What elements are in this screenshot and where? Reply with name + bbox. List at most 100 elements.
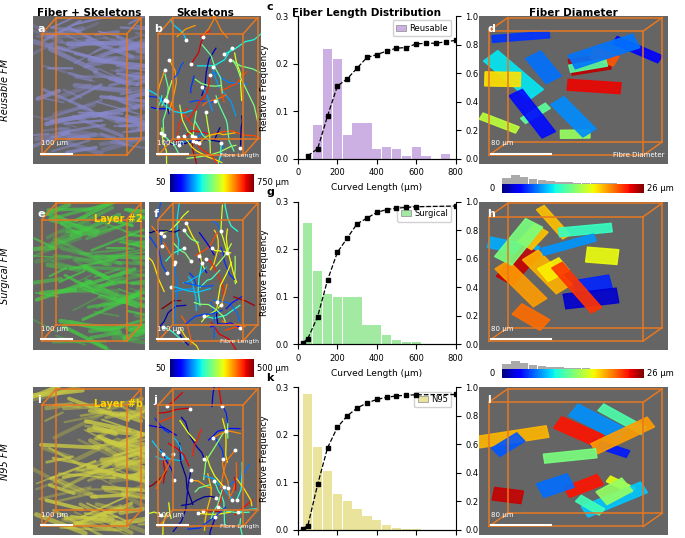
Polygon shape bbox=[509, 89, 556, 138]
Bar bbox=[342, 501, 352, 530]
Bar bbox=[582, 183, 590, 184]
Polygon shape bbox=[612, 37, 662, 63]
Polygon shape bbox=[560, 130, 590, 138]
Bar bbox=[502, 364, 511, 370]
Polygon shape bbox=[575, 495, 605, 515]
Polygon shape bbox=[569, 59, 608, 72]
Bar bbox=[362, 123, 371, 159]
Bar bbox=[352, 123, 362, 159]
Bar bbox=[372, 325, 382, 344]
Polygon shape bbox=[553, 416, 603, 447]
Y-axis label: Cumulative Frequency: Cumulative Frequency bbox=[484, 408, 493, 509]
Bar bbox=[362, 516, 371, 530]
Text: l: l bbox=[487, 395, 490, 405]
Text: 50: 50 bbox=[155, 364, 166, 373]
Text: Fiber Length Distribution: Fiber Length Distribution bbox=[292, 8, 441, 18]
Y-axis label: Relative Frequency: Relative Frequency bbox=[260, 44, 269, 131]
Bar bbox=[412, 529, 421, 530]
Polygon shape bbox=[477, 426, 549, 448]
Polygon shape bbox=[521, 103, 550, 124]
Polygon shape bbox=[525, 51, 561, 84]
Bar bbox=[502, 178, 511, 184]
Bar bbox=[511, 361, 519, 370]
Polygon shape bbox=[558, 223, 612, 237]
Text: Layer #b: Layer #b bbox=[95, 399, 143, 409]
Polygon shape bbox=[598, 404, 647, 434]
X-axis label: Curved Length (μm): Curved Length (μm) bbox=[331, 183, 423, 192]
Polygon shape bbox=[551, 96, 596, 137]
Bar bbox=[392, 149, 401, 159]
Text: 50: 50 bbox=[155, 179, 166, 187]
Text: Layer #2: Layer #2 bbox=[95, 214, 143, 224]
Bar bbox=[520, 363, 528, 370]
Bar bbox=[421, 157, 431, 159]
Polygon shape bbox=[518, 224, 548, 250]
Bar bbox=[538, 366, 546, 370]
Polygon shape bbox=[495, 218, 543, 265]
Text: Fiber + Skeletons: Fiber + Skeletons bbox=[36, 8, 141, 18]
Bar bbox=[313, 271, 323, 344]
Text: 80 μm: 80 μm bbox=[490, 326, 513, 332]
Polygon shape bbox=[484, 51, 543, 100]
Text: 100 μm: 100 μm bbox=[157, 140, 184, 146]
Bar bbox=[401, 157, 411, 159]
Text: Fiber Diameter: Fiber Diameter bbox=[530, 8, 618, 18]
Text: 750 μm: 750 μm bbox=[257, 179, 288, 187]
Text: N95 FM: N95 FM bbox=[1, 443, 10, 480]
Polygon shape bbox=[567, 79, 621, 94]
Bar bbox=[511, 175, 519, 184]
Text: 100 μm: 100 μm bbox=[40, 140, 68, 146]
Bar bbox=[599, 183, 608, 184]
Bar bbox=[401, 342, 411, 344]
Bar bbox=[333, 297, 342, 344]
Bar bbox=[573, 182, 582, 184]
Legend: N95: N95 bbox=[414, 392, 451, 407]
Bar bbox=[412, 147, 421, 159]
Polygon shape bbox=[536, 206, 571, 239]
Bar bbox=[372, 520, 382, 530]
Bar bbox=[547, 367, 555, 370]
Bar bbox=[342, 135, 352, 159]
Bar bbox=[342, 297, 352, 344]
Polygon shape bbox=[581, 482, 647, 517]
Text: e: e bbox=[38, 209, 45, 219]
Bar bbox=[590, 369, 599, 370]
Text: d: d bbox=[487, 24, 495, 33]
Polygon shape bbox=[569, 34, 640, 69]
Text: Skeletons: Skeletons bbox=[176, 8, 234, 18]
Polygon shape bbox=[540, 234, 597, 255]
Text: Fibre Length: Fibre Length bbox=[220, 153, 259, 158]
Bar bbox=[538, 180, 546, 184]
Polygon shape bbox=[543, 449, 597, 463]
Bar bbox=[608, 183, 616, 184]
Bar bbox=[401, 528, 411, 530]
Polygon shape bbox=[586, 247, 619, 265]
Bar bbox=[323, 471, 332, 530]
Legend: Reusable: Reusable bbox=[393, 20, 451, 36]
Polygon shape bbox=[573, 275, 612, 295]
Text: 100 μm: 100 μm bbox=[157, 512, 184, 518]
Text: h: h bbox=[487, 209, 495, 219]
Polygon shape bbox=[523, 250, 572, 294]
Y-axis label: Cumulative Frequency: Cumulative Frequency bbox=[484, 37, 493, 138]
Polygon shape bbox=[606, 476, 635, 493]
Text: Fibre Diameter: Fibre Diameter bbox=[612, 152, 664, 158]
Text: f: f bbox=[154, 209, 159, 219]
Bar bbox=[333, 494, 342, 530]
Text: 100 μm: 100 μm bbox=[40, 512, 68, 518]
Polygon shape bbox=[492, 487, 523, 504]
Text: 0: 0 bbox=[489, 370, 495, 378]
Bar bbox=[362, 325, 371, 344]
Y-axis label: Relative Frequency: Relative Frequency bbox=[260, 415, 269, 502]
Bar bbox=[303, 394, 312, 530]
Text: j: j bbox=[154, 395, 158, 405]
Text: Surgical FM: Surgical FM bbox=[1, 247, 10, 304]
Bar bbox=[529, 179, 537, 184]
Text: i: i bbox=[38, 395, 41, 405]
Polygon shape bbox=[569, 53, 611, 75]
Polygon shape bbox=[596, 478, 633, 505]
Y-axis label: Relative Frequency: Relative Frequency bbox=[260, 230, 269, 316]
Bar bbox=[392, 339, 401, 344]
Bar bbox=[323, 49, 332, 159]
Bar bbox=[392, 528, 401, 530]
